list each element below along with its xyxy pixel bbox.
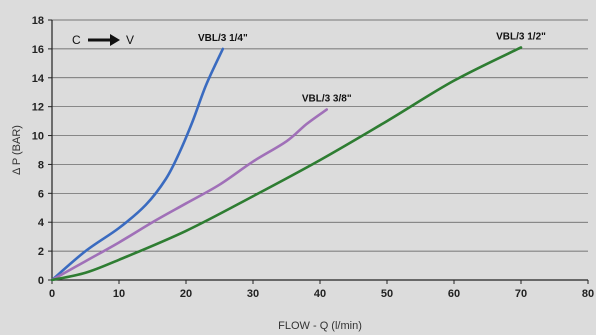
series-line-2 bbox=[50, 46, 523, 282]
series-line-0 bbox=[50, 47, 225, 282]
x-tick-label: 10 bbox=[113, 288, 125, 300]
plot-area bbox=[52, 20, 588, 280]
y-tick-label: 12 bbox=[32, 102, 44, 114]
arrow-right-icon bbox=[110, 34, 120, 46]
series-labels: VBL/3 1/4" VBL/3 3/8" VBL/3 1/2" bbox=[198, 31, 546, 104]
series-label-2: VBL/3 1/2" bbox=[496, 31, 546, 42]
series-label-0: VBL/3 1/4" bbox=[198, 33, 248, 44]
series-label-1: VBL/3 3/8" bbox=[302, 94, 352, 105]
y-tick-label: 10 bbox=[32, 131, 44, 143]
y-tick-labels: 0 2 4 6 8 10 12 14 16 18 bbox=[32, 15, 52, 287]
x-tick-label: 20 bbox=[180, 288, 192, 300]
y-tick-label: 16 bbox=[32, 44, 44, 56]
x-tick-label: 70 bbox=[515, 288, 527, 300]
series-line-1 bbox=[50, 108, 328, 282]
x-tick-label: 80 bbox=[582, 288, 594, 300]
flow-direction-annotation: C V bbox=[72, 33, 134, 47]
grid bbox=[52, 19, 588, 252]
y-axis-title: Δ P (BAR) bbox=[11, 125, 23, 175]
x-tick-labels: 0 10 20 30 40 50 60 70 80 bbox=[49, 280, 594, 300]
x-tick-label: 0 bbox=[49, 288, 55, 300]
y-tick-label: 8 bbox=[38, 159, 44, 171]
y-tick-label: 18 bbox=[32, 15, 44, 27]
x-tick-label: 50 bbox=[381, 288, 393, 300]
y-tick-label: 4 bbox=[38, 217, 45, 229]
annotation-from-label: C bbox=[72, 33, 81, 47]
series-lines bbox=[50, 46, 523, 282]
y-tick-label: 0 bbox=[38, 275, 44, 287]
x-tick-label: 30 bbox=[247, 288, 259, 300]
x-axis-title: FLOW - Q (l/min) bbox=[278, 320, 362, 332]
y-tick-label: 14 bbox=[32, 73, 45, 85]
annotation-to-label: V bbox=[126, 33, 134, 47]
x-tick-label: 40 bbox=[314, 288, 326, 300]
y-tick-label: 6 bbox=[38, 188, 44, 200]
x-tick-label: 60 bbox=[448, 288, 460, 300]
y-tick-label: 2 bbox=[38, 246, 44, 258]
